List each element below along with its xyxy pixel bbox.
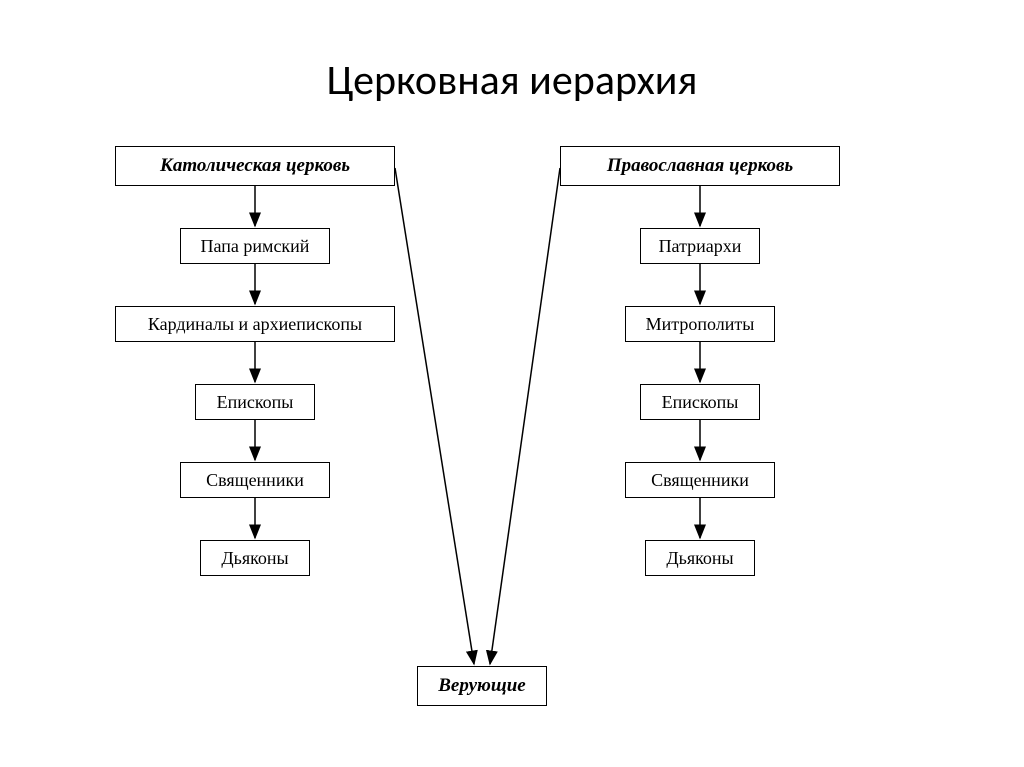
page-title: Церковная иерархия: [0, 0, 1024, 106]
left-level-0-label: Папа римский: [201, 236, 310, 257]
bottom-box: Верующие: [417, 666, 547, 706]
right-level-0-label: Патриархи: [659, 236, 742, 257]
left-level-4-label: Дьяконы: [221, 548, 288, 569]
right-level-3: Священники: [625, 462, 775, 498]
right-level-2-label: Епископы: [662, 392, 739, 413]
right-level-4-label: Дьяконы: [666, 548, 733, 569]
left-level-3: Священники: [180, 462, 330, 498]
right-level-1: Митрополиты: [625, 306, 775, 342]
right-header-label: Православная церковь: [607, 155, 793, 177]
right-level-0: Патриархи: [640, 228, 760, 264]
left-level-1: Кардиналы и архиепископы: [115, 306, 395, 342]
left-header-label: Католическая церковь: [160, 155, 350, 177]
right-level-1-label: Митрополиты: [646, 314, 755, 335]
left-header-box: Католическая церковь: [115, 146, 395, 186]
connectors-svg: [0, 126, 1024, 746]
right-header-box: Православная церковь: [560, 146, 840, 186]
left-level-0: Папа римский: [180, 228, 330, 264]
right-level-2: Епископы: [640, 384, 760, 420]
left-level-4: Дьяконы: [200, 540, 310, 576]
hierarchy-diagram: Католическая церковь Папа римский Кардин…: [0, 126, 1024, 746]
left-level-1-label: Кардиналы и архиепископы: [148, 314, 362, 335]
left-level-2: Епископы: [195, 384, 315, 420]
bottom-label: Верующие: [438, 675, 526, 697]
left-level-2-label: Епископы: [217, 392, 294, 413]
left-level-3-label: Священники: [206, 470, 304, 491]
right-level-3-label: Священники: [651, 470, 749, 491]
right-level-4: Дьяконы: [645, 540, 755, 576]
